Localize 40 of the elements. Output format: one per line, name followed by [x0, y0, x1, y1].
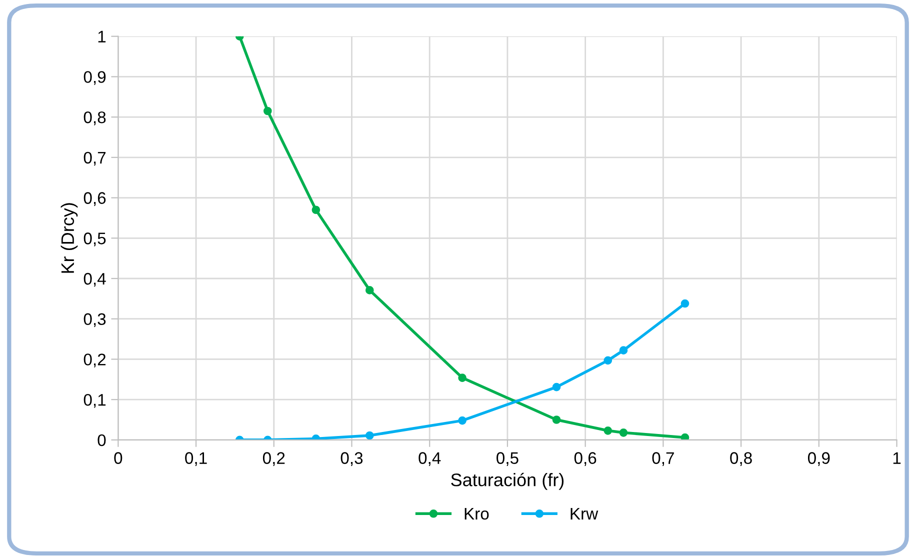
y-tick-label: 0: [98, 434, 106, 446]
y-tick-label: 0,8: [84, 111, 106, 126]
y-tick-label: 0,1: [84, 394, 106, 408]
y-axis-title: Kr (Drcy): [60, 203, 78, 273]
point: [552, 416, 561, 424]
x-tick-label: 0,1: [185, 452, 207, 466]
y-tick-label: 0,2: [84, 354, 106, 368]
point: [604, 426, 612, 435]
y-tick-label: 0,9: [84, 71, 106, 85]
y-tick-label: 1: [98, 30, 106, 42]
point: [365, 286, 374, 294]
y-tick-label: 0,3: [84, 313, 106, 328]
x-tick-label: 0,5: [496, 452, 518, 466]
point: [458, 416, 466, 425]
x-tick-label: 0,7: [652, 452, 674, 466]
x-tick-label: 0,6: [574, 452, 596, 466]
y-tick-label: 0,5: [84, 232, 106, 246]
point: [365, 431, 374, 440]
point: [619, 428, 628, 437]
point: [312, 206, 320, 214]
y-tick-label: 0,4: [84, 272, 106, 287]
x-tick-label: 0: [114, 452, 122, 464]
x-axis-title: Saturación (fr): [451, 472, 564, 490]
point: [458, 374, 466, 382]
point: [552, 382, 561, 392]
x-tick-label: 0,2: [262, 452, 285, 466]
x-tick-label: 0,8: [730, 452, 752, 466]
x-tick-label: 0,4: [418, 452, 441, 466]
point: [619, 346, 628, 354]
y-tick-label: 0,7: [84, 152, 106, 166]
legend-label: Krw: [570, 508, 598, 520]
y-tick-label: 0,6: [84, 192, 106, 206]
x-tick-label: 0,9: [808, 452, 830, 466]
x-tick-label: 1: [893, 452, 901, 464]
point: [263, 106, 272, 116]
point: [680, 433, 690, 440]
point: [680, 299, 690, 308]
x-tick-label: 0,3: [340, 452, 363, 466]
legend-label: Kro: [464, 508, 489, 520]
point: [604, 356, 612, 365]
